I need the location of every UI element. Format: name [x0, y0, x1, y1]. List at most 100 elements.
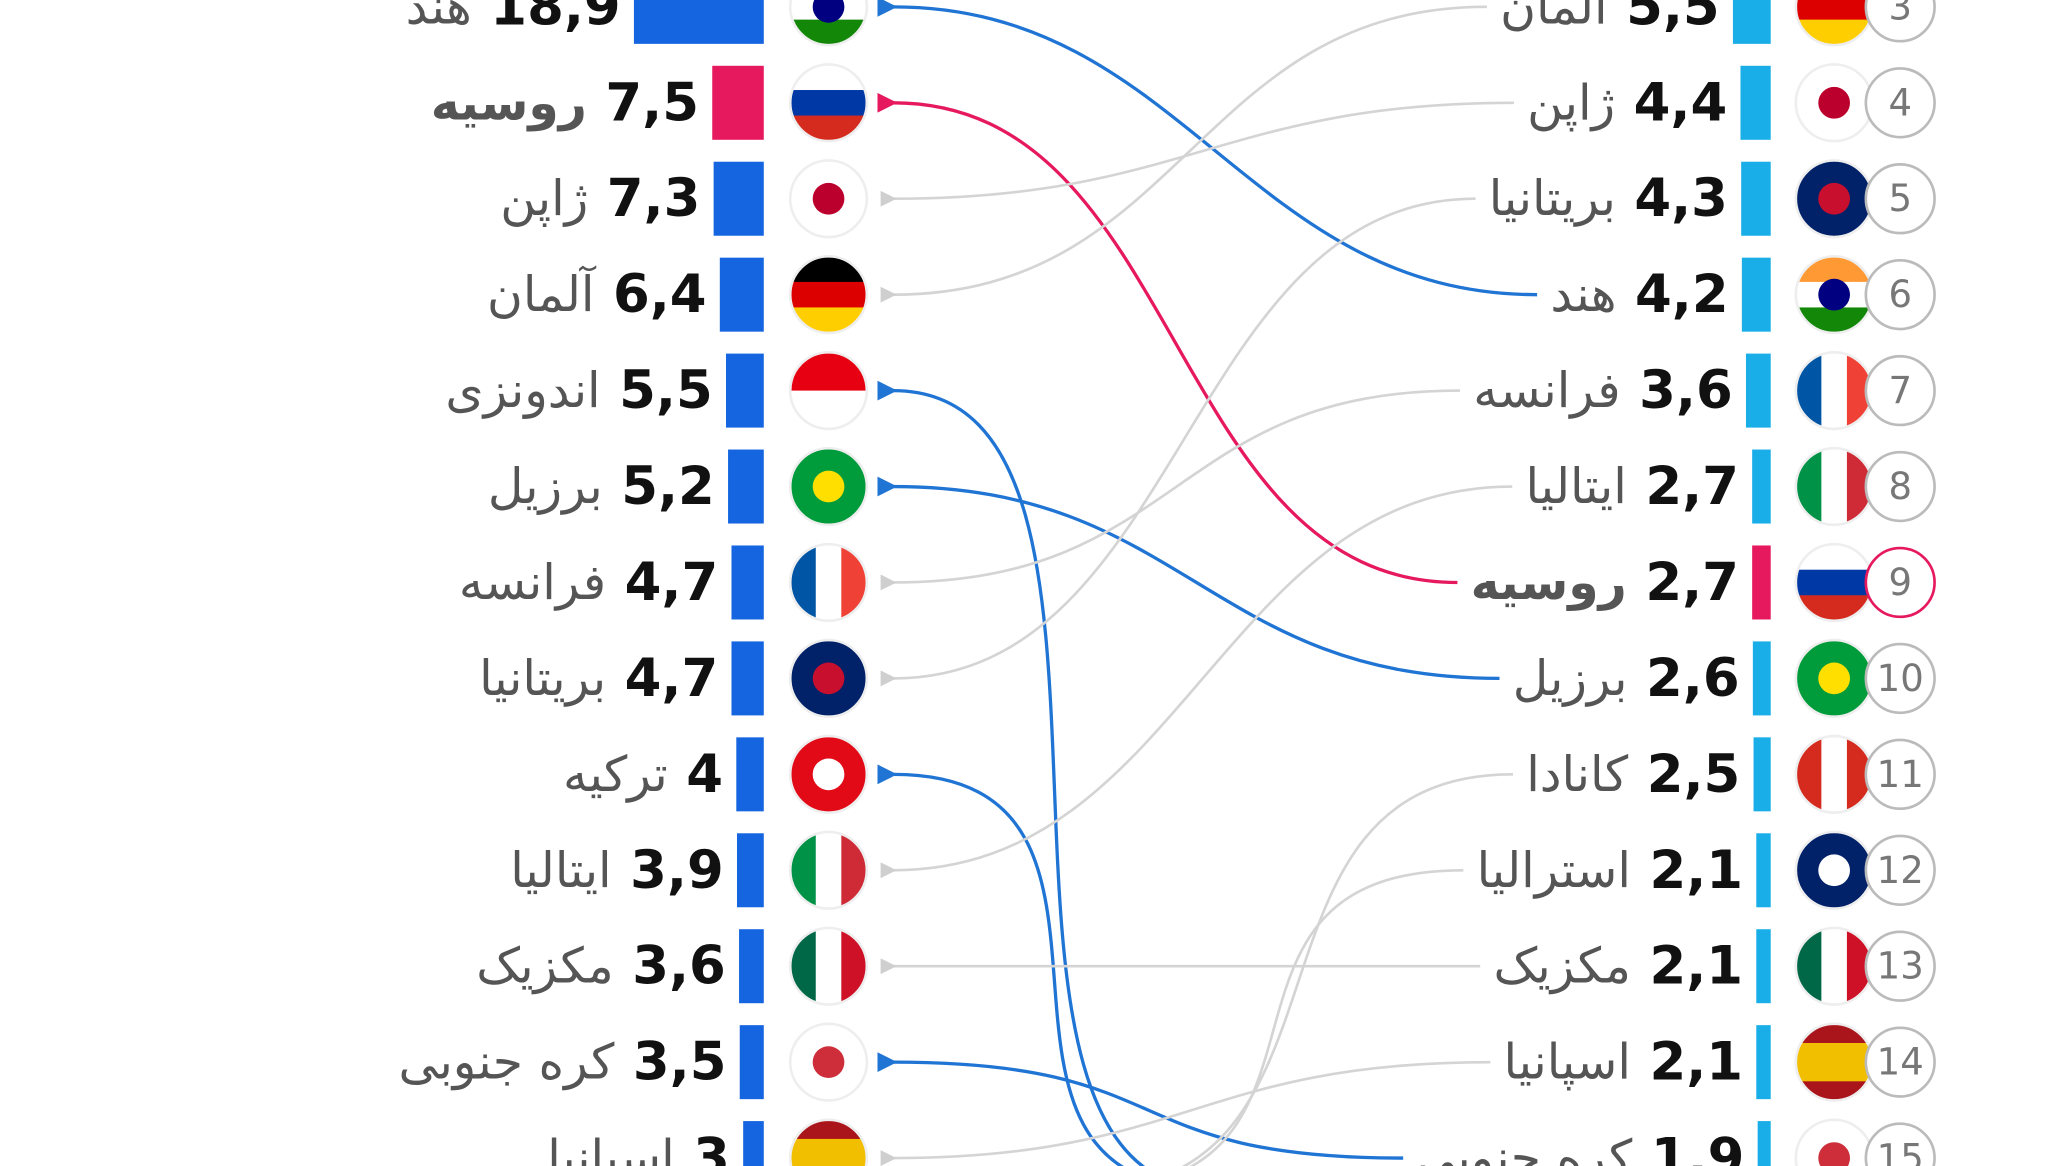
- country-name: هند: [406, 0, 472, 35]
- bar: [719, 257, 764, 332]
- flag: [790, 736, 867, 813]
- flag-stripe: [1821, 736, 1848, 813]
- bar: [1752, 641, 1771, 716]
- flag-stripe: [790, 927, 817, 1005]
- bar: [712, 65, 764, 140]
- value-label: 5,5: [619, 360, 713, 421]
- flag-stripe: [1821, 927, 1848, 1005]
- bar: [743, 1121, 764, 1166]
- flag-stripe: [790, 390, 867, 429]
- value-label: 3,6: [1639, 360, 1733, 421]
- rank: 10: [1877, 657, 1924, 700]
- rank: 6: [1888, 273, 1912, 316]
- value-label: 3,9: [630, 840, 724, 901]
- connector: [877, 380, 1146, 1166]
- value-label: 3,5: [633, 1032, 727, 1093]
- country-name: مکزیک: [476, 938, 614, 995]
- flag-emblem: [812, 0, 845, 23]
- country-name: ایتالیا: [1525, 458, 1626, 515]
- bar: [1757, 1121, 1771, 1166]
- flag-stripe: [790, 544, 817, 621]
- bar: [1756, 929, 1771, 1004]
- connector: [1189, 868, 1464, 1166]
- connectors: [877, 0, 1538, 1166]
- flag-stripe: [790, 64, 867, 91]
- flag-emblem: [1818, 854, 1850, 887]
- bar: [728, 449, 764, 524]
- flag: [1795, 831, 1873, 909]
- rank-badge: [1864, 1122, 1936, 1166]
- rank-badge: [1864, 163, 1936, 235]
- value-label: 4,7: [625, 552, 719, 613]
- value-label: 4,7: [625, 648, 719, 709]
- value-label: 3: [693, 1128, 730, 1166]
- country-name: هند: [1550, 266, 1616, 323]
- bar: [1753, 737, 1771, 812]
- value-label: 2,1: [1649, 1032, 1743, 1093]
- flag-stripe: [1795, 569, 1873, 596]
- rank: 4: [1888, 81, 1912, 124]
- rank: 5: [1888, 177, 1912, 220]
- country-name: روسیه: [1471, 554, 1627, 612]
- flag-emblem: [812, 758, 845, 791]
- country-name: برزیل: [488, 458, 603, 515]
- flag-stripe: [815, 927, 842, 1005]
- rank: 14: [1877, 1041, 1924, 1084]
- flag-rim: [788, 734, 869, 814]
- flag-stripe: [1821, 448, 1848, 525]
- flag-stripe: [1795, 736, 1823, 813]
- flag-rim: [788, 542, 869, 623]
- rank: 13: [1877, 945, 1924, 988]
- bar: [1741, 257, 1771, 332]
- flag-stripe: [1795, 927, 1823, 1005]
- rank-badge: [1864, 546, 1936, 619]
- bar: [739, 929, 764, 1004]
- bar: [1741, 161, 1771, 236]
- flag: [790, 640, 867, 717]
- rank-badge: [1864, 258, 1936, 331]
- value-label: 7,3: [607, 168, 701, 229]
- flag-stripe: [1795, 1042, 1873, 1063]
- flag-stripe: [1821, 352, 1848, 429]
- bar: [1756, 833, 1771, 908]
- country-name: ایتالیا: [510, 842, 611, 899]
- bar: [1752, 449, 1771, 524]
- connector: [877, 0, 1538, 297]
- rank-badge: [1864, 67, 1936, 139]
- country-name: برزیل: [1513, 650, 1628, 707]
- flag-rim: [788, 926, 869, 1006]
- bar: [1732, 0, 1771, 44]
- bar: [1740, 65, 1771, 140]
- bar: [1756, 1025, 1771, 1100]
- connector: [880, 1060, 1491, 1166]
- rank: 3: [1888, 0, 1912, 28]
- flag-rim: [788, 159, 869, 239]
- connector: [880, 485, 1513, 879]
- flag-rim: [788, 1022, 869, 1102]
- flag-stripe: [790, 1158, 867, 1166]
- flag: [1795, 64, 1873, 142]
- flag-rim: [788, 255, 869, 335]
- flag-stripe: [1795, 352, 1823, 429]
- rank-badge: [1864, 1026, 1936, 1098]
- flag: [1795, 160, 1873, 238]
- bar: [731, 545, 764, 620]
- flag-rim: [788, 0, 869, 47]
- value-label: 1,9: [1651, 1128, 1745, 1166]
- flag: [790, 927, 867, 1005]
- country-name: کره جنوبی: [1416, 1130, 1633, 1166]
- value-label: 7,5: [605, 72, 699, 133]
- flag-emblem: [812, 182, 845, 215]
- flag-emblem: [1818, 182, 1850, 215]
- rank-badge: [1864, 930, 1936, 1002]
- value-label: 5,2: [621, 456, 715, 517]
- country-name: آلمان: [1500, 0, 1610, 35]
- flag-emblem: [812, 470, 845, 503]
- flag-stripe: [790, 352, 867, 392]
- flag-stripe: [1795, 448, 1823, 525]
- bar: [1745, 353, 1771, 428]
- flag-emblem: [1818, 86, 1850, 119]
- bar: [725, 353, 764, 428]
- flag-stripe: [1795, 1062, 1873, 1082]
